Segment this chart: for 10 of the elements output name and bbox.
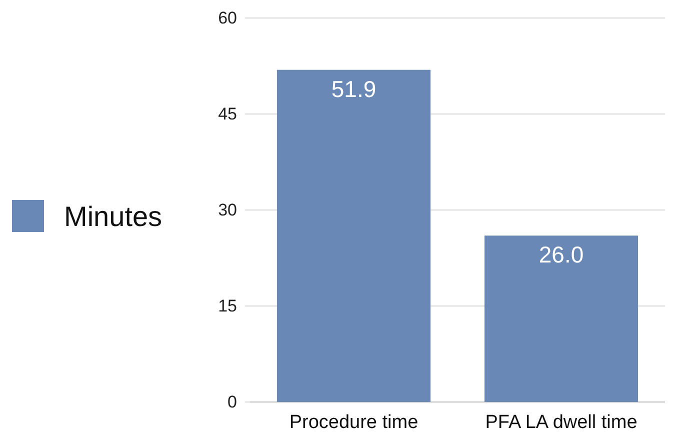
data-label: 51.9 [331,76,376,102]
y-tick-label: 15 [218,296,237,316]
y-tick-label: 30 [218,200,237,220]
x-tick-label: Procedure time [289,412,418,433]
x-tick-label: PFA LA dwell time [485,412,638,433]
y-tick-label: 60 [218,8,237,28]
data-label: 26.0 [538,242,584,268]
y-tick-label: 0 [228,392,237,412]
y-tick-label: 45 [218,104,237,124]
legend-label: Minutes [64,201,162,232]
